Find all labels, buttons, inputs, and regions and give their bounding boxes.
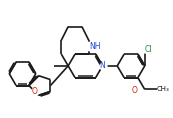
Text: NH: NH xyxy=(89,42,100,51)
Text: N: N xyxy=(100,61,105,70)
Text: O: O xyxy=(132,86,138,95)
Text: Cl: Cl xyxy=(145,45,152,54)
Text: O: O xyxy=(32,86,38,95)
Text: CH₃: CH₃ xyxy=(157,86,169,92)
